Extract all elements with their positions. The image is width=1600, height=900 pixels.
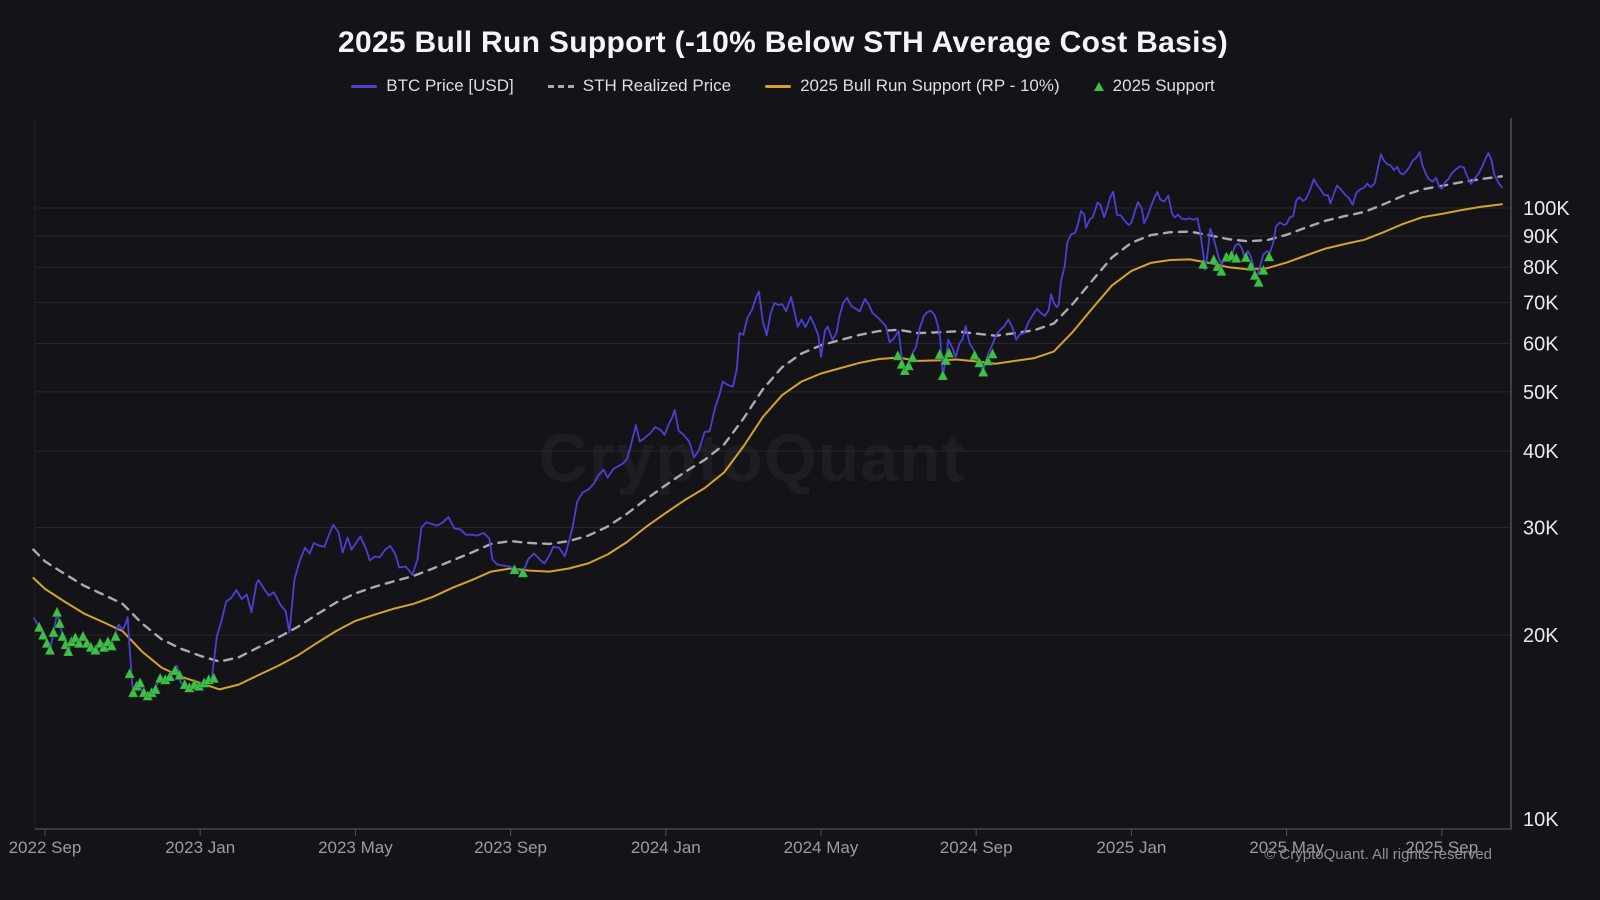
support-triangle-marker [977, 365, 989, 377]
support-triangle-marker [1215, 265, 1227, 276]
y-axis-label-80K: 80K [1523, 257, 1559, 279]
support-triangle-marker [1212, 260, 1223, 272]
support-triangle-marker [169, 664, 181, 676]
legend-label: STH Realized Price [582, 76, 732, 95]
support-triangle-marker [892, 349, 904, 361]
x-axis-label-2023 Sep: 2023 Sep [474, 838, 547, 857]
support-triangle-marker [98, 641, 110, 653]
series-line-2025-bull-run-support-rp-10- [32, 203, 1503, 691]
legend-item-bull-run-support[interactable]: 2025 Bull Run Support (RP - 10%) [765, 76, 1060, 96]
btc-line-swatch [351, 84, 378, 88]
support-triangle-marker [44, 643, 56, 655]
legend-label: 2025 Bull Run Support (RP - 10%) [800, 76, 1060, 95]
y-axis-label-20K: 20K [1523, 625, 1559, 647]
x-axis-label-2025 Sep: 2025 Sep [1405, 838, 1478, 857]
y-axis-label-50K: 50K [1523, 382, 1559, 404]
support-triangle-icon [1093, 81, 1104, 91]
x-axis-label-2023 Jan: 2023 Jan [165, 838, 235, 857]
support-triangle-marker [51, 606, 63, 617]
support-triangle-marker [907, 351, 919, 363]
support-triangle-marker [982, 354, 994, 366]
x-axis-label-2025 Jan: 2025 Jan [1096, 838, 1166, 857]
support-triangle-marker [943, 346, 955, 358]
y-axis-label-30K: 30K [1523, 518, 1559, 540]
x-axis-label-2022 Sep: 2022 Sep [9, 838, 82, 857]
support-triangle-marker [973, 356, 985, 368]
support-triangle-marker [940, 354, 952, 366]
x-axis-label-2024 Jan: 2024 Jan [631, 838, 701, 857]
legend-label: BTC Price [USD] [386, 76, 514, 95]
legend: BTC Price [USD] STH Realized Price 2025 … [0, 76, 1566, 96]
y-axis-label-100K: 100K [1523, 198, 1570, 220]
support-triangle-marker [1208, 253, 1220, 265]
support-triangle-marker [1245, 260, 1257, 271]
y-axis-label-70K: 70K [1523, 293, 1559, 315]
support-triangle-marker [134, 676, 146, 688]
legend-label: 2025 Support [1112, 76, 1215, 95]
support-triangle-marker [1253, 276, 1265, 287]
support-triangle-marker [73, 637, 85, 648]
chart-title: 2025 Bull Run Support (-10% Below STH Av… [337, 26, 1229, 59]
support-triangle-marker [1257, 264, 1269, 275]
legend-item-sth-realized-price[interactable]: STH Realized Price [547, 76, 732, 96]
support-triangle-marker [106, 639, 118, 651]
series-line-btc-price-usd- [33, 151, 1503, 699]
support-line-swatch [765, 84, 792, 88]
y-axis-label-40K: 40K [1523, 441, 1559, 463]
support-triangle-marker [89, 643, 101, 655]
support-triangle-marker [124, 667, 136, 679]
support-triangle-marker [57, 630, 68, 642]
support-triangle-marker [969, 349, 981, 361]
support-triangle-marker [509, 563, 520, 575]
legend-item-2025-support[interactable]: 2025 Support [1093, 76, 1215, 96]
x-axis-label-2024 May: 2024 May [784, 838, 859, 857]
support-triangle-marker [903, 359, 915, 371]
support-triangle-marker [1230, 251, 1242, 263]
support-triangle-marker [37, 628, 49, 640]
support-triangle-marker [54, 617, 66, 629]
support-triangle-marker [1249, 269, 1261, 281]
y-axis-label-90K: 90K [1523, 226, 1559, 248]
copyright-notice: © CryptoQuant. All rights reserved [1264, 846, 1492, 863]
y-axis-label-60K: 60K [1523, 334, 1559, 356]
support-triangle-marker [208, 672, 220, 683]
support-triangle-marker [33, 621, 45, 632]
support-triangle-marker [164, 670, 176, 682]
sth-dashed-swatch [547, 84, 574, 88]
support-triangle-marker [110, 630, 122, 642]
support-triangle-marker [174, 668, 186, 680]
support-triangle-marker [150, 683, 162, 695]
x-axis-label-2024 Sep: 2024 Sep [940, 838, 1013, 857]
support-triangle-marker [1263, 250, 1275, 262]
support-triangle-marker [127, 686, 139, 698]
x-axis-label-2023 May: 2023 May [318, 838, 393, 857]
support-triangle-marker [1240, 251, 1252, 263]
support-triangle-marker [62, 645, 74, 657]
support-triangle-marker [987, 347, 998, 359]
support-triangle-marker [41, 637, 53, 648]
support-triangle-marker [69, 631, 81, 643]
y-axis-label-10K: 10K [1523, 809, 1559, 831]
support-triangle-marker [77, 630, 89, 642]
support-triangle-marker [517, 566, 529, 578]
support-triangle-marker [937, 369, 949, 381]
series-line-sth-realized-price [32, 175, 1504, 663]
legend-item-btc-price[interactable]: BTC Price [USD] [351, 76, 514, 96]
support-triangle-marker [1197, 258, 1209, 269]
support-triangle-marker [934, 348, 946, 360]
x-axis-label-2025 May: 2025 May [1249, 838, 1324, 857]
support-triangle-marker [48, 626, 59, 638]
